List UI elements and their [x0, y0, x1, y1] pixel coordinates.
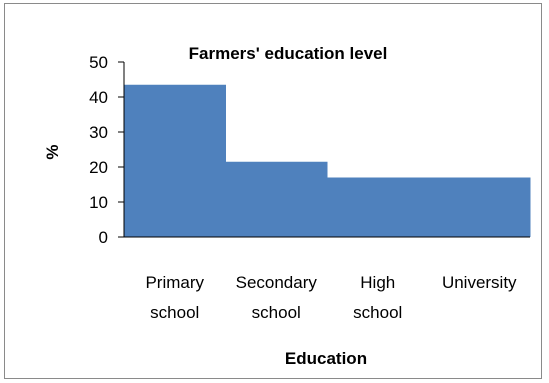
x-category-label: Primary school	[145, 273, 204, 322]
bar	[225, 161, 328, 237]
x-categories-group: Primary school Secondary school High school Un…	[145, 273, 517, 322]
x-category-label: University	[442, 273, 517, 292]
chart-title: Farmers' education level	[189, 44, 388, 63]
bar	[327, 177, 429, 237]
y-tick-label: 40	[89, 88, 108, 107]
bar	[124, 84, 226, 237]
x-axis-title: Education	[285, 349, 367, 368]
y-ticks-group: 0 10 20 30 40 50	[89, 53, 124, 247]
y-tick-label: 10	[89, 193, 108, 212]
y-tick-label: 50	[89, 53, 108, 72]
x-category-label: Secondary school	[236, 273, 318, 322]
x-category-label: High school	[353, 273, 402, 322]
y-tick-label: 30	[89, 123, 108, 142]
y-tick-label: 0	[99, 228, 108, 247]
y-axis-title: %	[43, 144, 62, 159]
bars-group	[124, 84, 531, 237]
bar	[428, 177, 531, 237]
y-tick-label: 20	[89, 158, 108, 177]
